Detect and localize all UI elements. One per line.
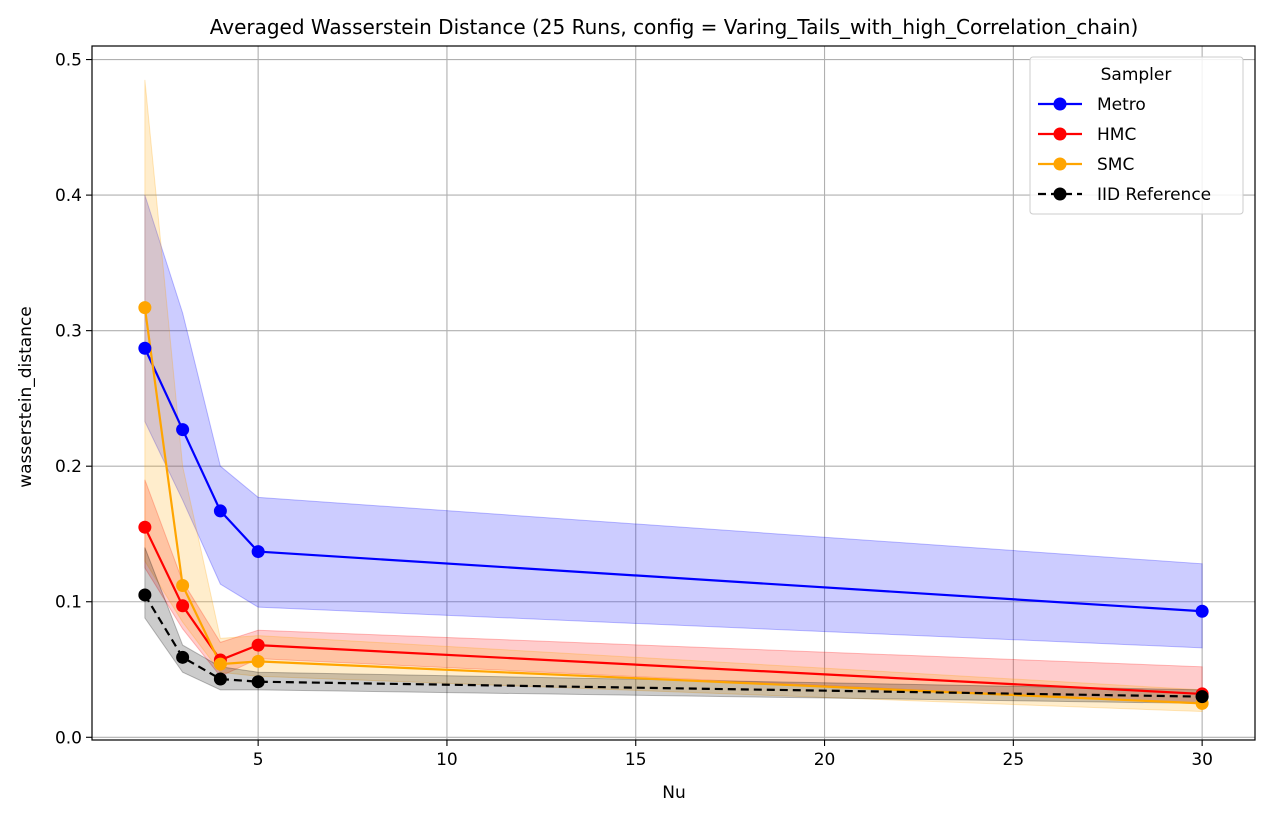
x-tick-label: 25 [1003,750,1025,770]
y-tick-label: 0.3 [55,322,82,342]
series-markers [138,301,1209,710]
legend-marker-hmc [1053,127,1067,141]
point-smc [213,657,227,671]
point-iid-reference [1195,690,1209,704]
chart-title: Averaged Wasserstein Distance (25 Runs, … [210,15,1139,39]
y-tick-label: 0.0 [55,728,82,748]
point-hmc [251,638,265,652]
legend-marker-metro [1053,97,1067,111]
band-metro [144,194,1203,649]
x-tick-label: 15 [625,750,647,770]
legend-marker-iid-reference [1053,187,1067,201]
y-axis-label: wasserstein_distance [16,306,36,488]
point-smc [251,654,265,668]
point-metro [251,545,265,559]
point-metro [138,341,152,355]
point-iid-reference [176,650,190,664]
y-tick-label: 0.5 [55,51,82,71]
x-axis-label: Nu [662,783,686,803]
point-metro [213,504,227,518]
line-iid-reference [143,594,1203,698]
point-metro [1195,604,1209,618]
point-smc [176,578,190,592]
legend-label-hmc: HMC [1097,125,1136,145]
point-hmc [138,520,152,534]
legend-label-metro: Metro [1097,95,1146,115]
x-tick-label: 5 [253,750,264,770]
x-tick-label: 10 [436,750,458,770]
point-iid-reference [213,672,227,686]
y-tick-label: 0.1 [55,593,82,613]
legend-label-iid-reference: IID Reference [1097,185,1211,205]
point-iid-reference [138,588,152,602]
legend-marker-smc [1053,157,1067,171]
legend-label-smc: SMC [1097,155,1134,175]
legend-box [1029,56,1244,215]
y-tick-label: 0.2 [55,457,82,477]
x-tick-label: 30 [1191,750,1213,770]
point-smc [138,301,152,315]
point-metro [176,423,190,437]
x-tick-label: 20 [814,750,836,770]
axis-ticks: 5 10 15 20 25 30 0.0 0.1 0.2 0.3 0.4 0.5 [55,51,1213,770]
point-hmc [176,599,190,613]
legend-title: Sampler [1101,65,1172,85]
point-iid-reference [251,675,265,689]
legend: Sampler Metro HMC SMC IID Reference [1029,56,1244,215]
y-tick-label: 0.4 [55,186,82,206]
plot-area [91,45,1256,741]
